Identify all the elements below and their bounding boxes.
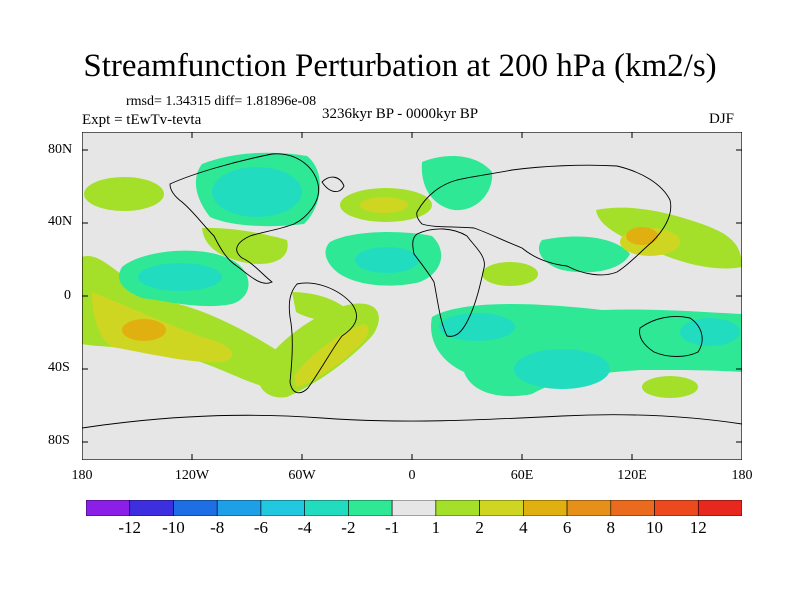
colorbar-swatch — [697, 500, 742, 516]
colorbar-label: 12 — [689, 518, 707, 537]
x-tick-label: 180 — [731, 468, 753, 483]
map-ticks — [82, 132, 742, 460]
colorbar-label: -2 — [341, 518, 356, 537]
plot-title: Streamfunction Perturbation at 200 hPa (… — [83, 48, 717, 84]
colorbar — [86, 500, 742, 516]
colorbar-label: 4 — [519, 518, 528, 537]
experiment-label: Expt = tEwTv-tevta — [82, 112, 202, 128]
x-tick-label: 120E — [617, 468, 647, 483]
colorbar-swatch — [435, 500, 480, 516]
colorbar-swatch — [391, 500, 437, 516]
y-tick-label: 0 — [64, 288, 71, 303]
x-tick-label: 0 — [408, 468, 416, 483]
coastlines — [82, 153, 742, 429]
colorbar-swatch — [523, 500, 568, 516]
x-tick-label: 60W — [288, 468, 316, 483]
colorbar-swatch — [566, 500, 612, 516]
contour-map — [82, 132, 742, 460]
colorbar-swatch — [304, 500, 349, 516]
colorbar-label: 6 — [562, 518, 572, 537]
contour-fills — [82, 152, 742, 398]
colorbar-label: 1 — [431, 518, 441, 537]
y-tick-label: 40S — [48, 360, 70, 375]
colorbar-label: 10 — [646, 518, 664, 537]
colorbar-label: -4 — [297, 518, 312, 537]
season-label: DJF — [709, 111, 735, 127]
colorbar-label: -8 — [210, 518, 225, 537]
x-tick-label: 60E — [510, 468, 534, 483]
colorbar-swatch — [173, 500, 218, 516]
colorbar-label: -6 — [253, 518, 269, 537]
colorbar-label: -1 — [385, 518, 400, 537]
x-tick-label: 120W — [174, 468, 210, 483]
period-label: 3236kyr BP - 0000kyr BP — [322, 106, 479, 122]
colorbar-swatch — [129, 500, 174, 516]
colorbar-swatch — [610, 500, 655, 516]
colorbar-label: 8 — [606, 518, 616, 537]
y-tick-label: 80N — [48, 142, 73, 157]
colorbar-swatch — [86, 500, 131, 516]
colorbar-label: 2 — [475, 518, 484, 537]
colorbar-swatch — [216, 500, 262, 516]
colorbar-label: -12 — [118, 518, 142, 537]
colorbar-swatch — [260, 500, 305, 516]
stats-text: rmsd= 1.34315 diff= 1.81896e-08 — [126, 94, 317, 109]
colorbar-label: -10 — [162, 518, 185, 537]
colorbar-swatch — [479, 500, 524, 516]
colorbar-swatch — [654, 500, 699, 516]
colorbar-swatch — [348, 500, 393, 516]
x-tick-label: 180 — [71, 468, 93, 483]
y-tick-label: 80S — [48, 433, 70, 448]
y-tick-label: 40N — [48, 214, 73, 229]
